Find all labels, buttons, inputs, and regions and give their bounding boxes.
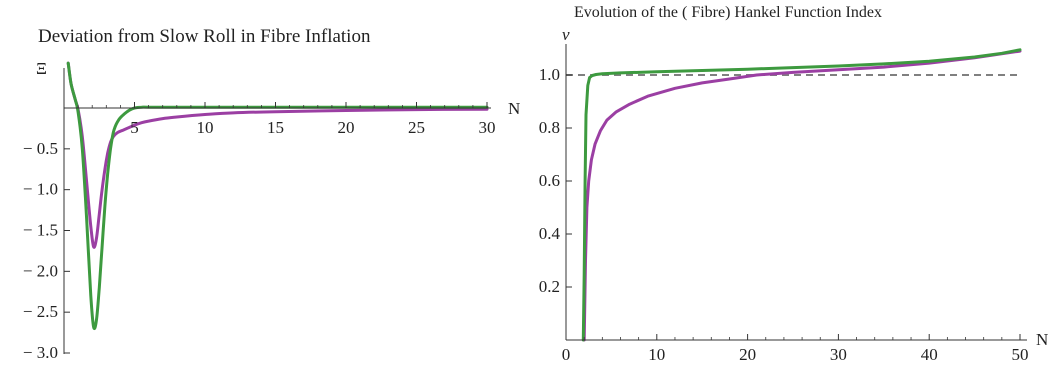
chart-left-title: Deviation from Slow Roll in Fibre Inflat… <box>38 26 371 47</box>
chart-left-x-tick-label: 10 <box>197 118 214 137</box>
chart-right-x-tick-label: 10 <box>648 345 665 364</box>
chart-left-y-axis-label: Ξ <box>36 59 47 78</box>
chart-left-x-axis-label: N <box>508 99 520 118</box>
chart-right-x-tick-label: 20 <box>739 345 756 364</box>
chart-right-x-axis-label: N <box>1036 330 1048 349</box>
chart-left-x-tick-label: 5 <box>130 118 139 137</box>
chart-right-y-axis-label: ν <box>562 25 570 44</box>
chart-right-y-ticks: 0.2 0.4 0.6 0.8 1.0 <box>539 65 572 296</box>
chart-right-title: Evolution of the ( Fibre) Hankel Functio… <box>574 4 882 21</box>
chart-right-x-tick-label: 40 <box>921 345 938 364</box>
chart-left-y-tick-label: − 2.0 <box>23 261 58 280</box>
chart-right-x-tick-label: 0 <box>562 345 571 364</box>
chart-left-y-tick-label: − 0.5 <box>23 139 58 158</box>
chart-right-x-ticks: 0 10 20 30 40 50 <box>562 334 1029 364</box>
chart-right-y-tick-label: 1.0 <box>539 65 560 84</box>
chart-right: Evolution of the ( Fibre) Hankel Functio… <box>539 4 1049 364</box>
chart-left-series-line-1 <box>66 61 489 249</box>
chart-left-y-ticks: − 0.5 − 1.0 − 1.5 − 2.0 − 2.5 − 3.0 <box>23 139 70 362</box>
chart-right-series-line-2 <box>581 48 1022 342</box>
chart-left-series-line-2 <box>66 61 489 331</box>
chart-right-y-tick-label: 0.2 <box>539 277 560 296</box>
chart-left-x-tick-label: 25 <box>408 118 425 137</box>
chart-left-x-tick-label: 15 <box>267 118 284 137</box>
chart-left-y-tick-label: − 1.5 <box>23 221 58 240</box>
chart-right-y-tick-label: 0.4 <box>539 224 561 243</box>
chart-left-x-tick-label: 20 <box>338 118 355 137</box>
chart-right-x-tick-label: 30 <box>830 345 847 364</box>
chart-right-curves <box>581 48 1022 342</box>
chart-left-y-tick-label: − 2.5 <box>23 302 58 321</box>
chart-right-x-tick-label: 50 <box>1012 345 1029 364</box>
chart-left-y-tick-label: − 3.0 <box>23 343 58 362</box>
chart-left-x-tick-label: 30 <box>479 118 496 137</box>
chart-right-y-tick-label: 0.6 <box>539 171 560 190</box>
chart-left: Deviation from Slow Roll in Fibre Inflat… <box>23 26 520 362</box>
chart-left-y-tick-label: − 1.0 <box>23 180 58 199</box>
chart-left-curves <box>66 61 489 331</box>
chart-left-x-ticks: 5 10 15 20 25 30 <box>77 102 496 137</box>
chart-right-series-line-1 <box>582 49 1022 342</box>
chart-right-y-tick-label: 0.8 <box>539 118 560 137</box>
